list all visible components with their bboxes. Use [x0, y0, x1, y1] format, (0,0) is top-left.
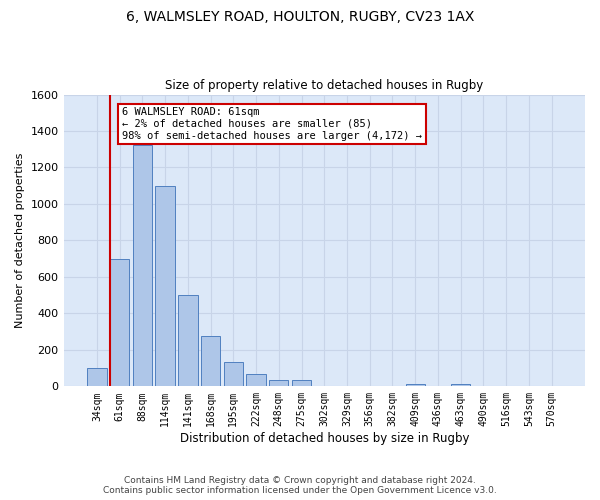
Bar: [201, 336, 220, 386]
Bar: [451, 384, 470, 386]
Bar: [178, 295, 197, 386]
Bar: [87, 368, 107, 386]
Y-axis label: Number of detached properties: Number of detached properties: [15, 153, 25, 328]
Title: Size of property relative to detached houses in Rugby: Size of property relative to detached ho…: [165, 79, 484, 92]
Bar: [269, 380, 289, 386]
Text: Contains HM Land Registry data © Crown copyright and database right 2024.
Contai: Contains HM Land Registry data © Crown c…: [103, 476, 497, 495]
X-axis label: Distribution of detached houses by size in Rugby: Distribution of detached houses by size …: [179, 432, 469, 445]
Bar: [133, 144, 152, 386]
Bar: [224, 362, 243, 386]
Text: 6 WALMSLEY ROAD: 61sqm
← 2% of detached houses are smaller (85)
98% of semi-deta: 6 WALMSLEY ROAD: 61sqm ← 2% of detached …: [122, 108, 422, 140]
Bar: [155, 186, 175, 386]
Bar: [110, 258, 130, 386]
Text: 6, WALMSLEY ROAD, HOULTON, RUGBY, CV23 1AX: 6, WALMSLEY ROAD, HOULTON, RUGBY, CV23 1…: [126, 10, 474, 24]
Bar: [292, 380, 311, 386]
Bar: [406, 384, 425, 386]
Bar: [247, 374, 266, 386]
